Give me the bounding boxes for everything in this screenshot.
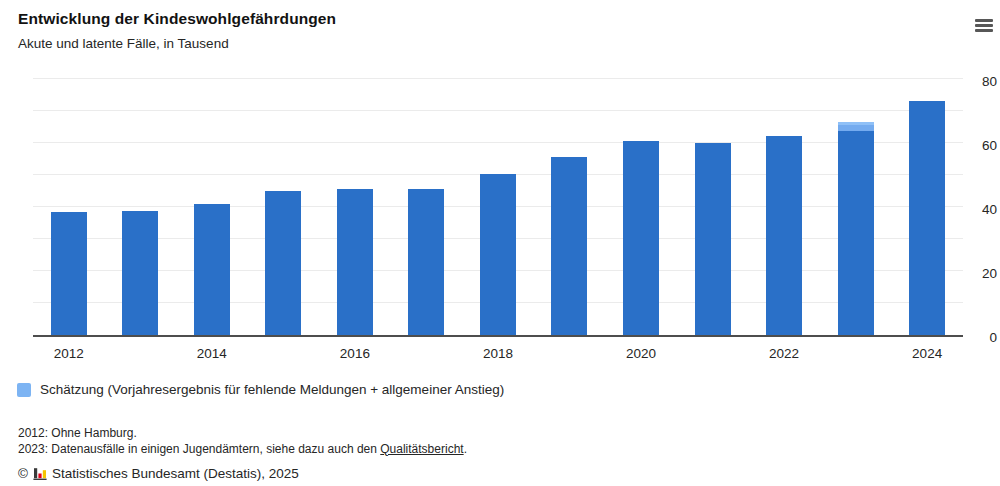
x-tick-2016: 2016 xyxy=(319,339,391,361)
y-tick-0: 0 xyxy=(967,330,997,345)
bar-2014 xyxy=(194,204,230,335)
bar-main-segment-2023 xyxy=(838,131,874,335)
bar-2020 xyxy=(623,141,659,335)
legend-label: Schätzung (Vorjahresergebnis für fehlend… xyxy=(40,382,504,397)
x-tick-2024: 2024 xyxy=(891,339,963,361)
x-tick-empty xyxy=(677,339,749,361)
bar-main-segment-2018 xyxy=(480,174,516,335)
footnote-line-2: 2023: Datenausfälle in einigen Jugendämt… xyxy=(18,442,467,458)
hamburger-bar xyxy=(975,19,993,22)
y-tick-80: 80 xyxy=(967,74,997,89)
bar-2019 xyxy=(551,157,587,335)
legend-swatch-estimate xyxy=(17,383,31,397)
copyright-symbol: © xyxy=(18,466,28,481)
bar-slot-2024 xyxy=(891,81,963,335)
bar-main-segment-2022 xyxy=(766,136,802,335)
footnote-2-text: 2023: Datenausfälle in einigen Jugendämt… xyxy=(18,442,380,456)
bar-main-segment-2024 xyxy=(909,101,945,335)
footnotes: 2012: Ohne Hamburg. 2023: Datenausfälle … xyxy=(18,426,467,457)
footnote-2-suffix: . xyxy=(464,442,467,456)
destatis-logo-icon xyxy=(33,467,47,481)
x-tick-2018: 2018 xyxy=(462,339,534,361)
bar-main-segment-2013 xyxy=(122,211,158,335)
x-tick-2012: 2012 xyxy=(33,339,105,361)
bar-2021 xyxy=(695,143,731,335)
y-axis: 806040200 xyxy=(966,81,1000,337)
y-tick-40: 40 xyxy=(967,202,997,217)
hamburger-menu-icon[interactable] xyxy=(975,19,993,32)
bar-2015 xyxy=(265,191,301,335)
bar-main-segment-2016 xyxy=(337,189,373,335)
chart-subtitle: Akute und latente Fälle, in Tausend xyxy=(18,36,229,51)
bar-main-segment-2014 xyxy=(194,204,230,335)
bar-2012 xyxy=(51,212,87,335)
qualitaetsbericht-link[interactable]: Qualitätsbericht xyxy=(380,442,463,456)
legend: Schätzung (Vorjahresergebnis für fehlend… xyxy=(17,382,504,397)
hamburger-bar xyxy=(975,29,993,32)
bars-row xyxy=(33,81,963,335)
bar-main-segment-2019 xyxy=(551,157,587,335)
bar-2024 xyxy=(909,101,945,335)
publisher-text: Statistisches Bundesamt (Destatis), 2025 xyxy=(52,466,299,481)
x-tick-empty xyxy=(391,339,463,361)
bar-slot-2014 xyxy=(176,81,248,335)
bar-2017 xyxy=(408,189,444,335)
x-tick-2020: 2020 xyxy=(605,339,677,361)
hamburger-bar xyxy=(975,24,993,27)
bar-slot-2012 xyxy=(33,81,105,335)
bar-slot-2013 xyxy=(105,81,177,335)
bar-slot-2016 xyxy=(319,81,391,335)
x-tick-empty xyxy=(248,339,320,361)
bar-main-segment-2017 xyxy=(408,189,444,335)
bar-slot-2017 xyxy=(391,81,463,335)
bar-slot-2022 xyxy=(748,81,820,335)
bar-slot-2023 xyxy=(820,81,892,335)
bar-2016 xyxy=(337,189,373,335)
x-tick-2014: 2014 xyxy=(176,339,248,361)
bar-main-segment-2012 xyxy=(51,212,87,335)
bar-2023 xyxy=(838,122,874,335)
bar-slot-2021 xyxy=(677,81,749,335)
y-tick-20: 20 xyxy=(967,266,997,281)
x-tick-empty xyxy=(534,339,606,361)
plot-area xyxy=(33,81,963,337)
bar-2022 xyxy=(766,136,802,335)
chart-title: Entwicklung der Kindeswohlgefährdungen xyxy=(18,10,336,28)
y-tick-60: 60 xyxy=(967,138,997,153)
source-line: © Statistisches Bundesamt (Destatis), 20… xyxy=(18,466,299,481)
bar-2018 xyxy=(480,174,516,335)
x-tick-empty xyxy=(105,339,177,361)
bar-slot-2020 xyxy=(605,81,677,335)
bar-slot-2015 xyxy=(248,81,320,335)
bar-estimate-segment-2023 xyxy=(838,122,874,131)
bar-main-segment-2021 xyxy=(695,143,731,335)
bar-slot-2018 xyxy=(462,81,534,335)
bar-2013 xyxy=(122,211,158,335)
bar-main-segment-2015 xyxy=(265,191,301,335)
bar-slot-2019 xyxy=(534,81,606,335)
footnote-line-1: 2012: Ohne Hamburg. xyxy=(18,426,467,442)
x-tick-2022: 2022 xyxy=(748,339,820,361)
bar-main-segment-2020 xyxy=(623,141,659,335)
gridline-80 xyxy=(33,78,963,79)
x-tick-empty xyxy=(820,339,892,361)
x-axis: 2012 2014 2016 2018 2020 2022 2024 xyxy=(33,339,963,361)
